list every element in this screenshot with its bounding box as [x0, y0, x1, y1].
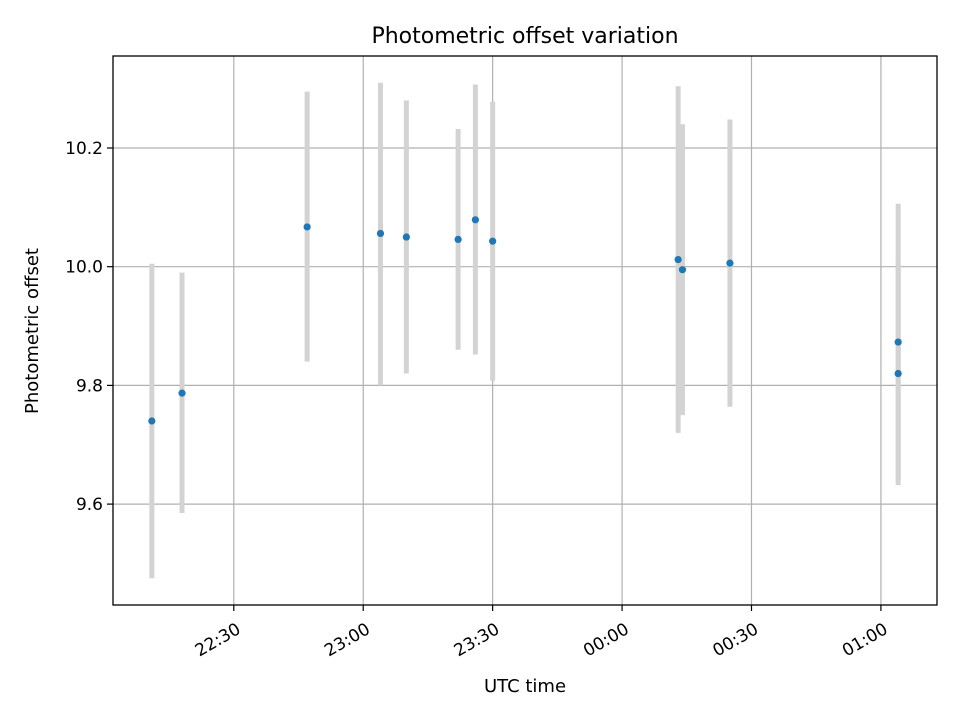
y-tick-label: 9.6: [76, 495, 103, 515]
y-tick-label: 9.8: [76, 376, 103, 396]
data-point: [454, 235, 462, 243]
data-point: [726, 259, 734, 267]
data-points: [148, 216, 902, 425]
data-point: [376, 229, 385, 238]
y-tick-label: 10.0: [65, 258, 103, 278]
data-point: [489, 237, 497, 245]
data-point: [148, 417, 156, 425]
y-axis-ticks: 9.6 9.8 10.0 10.2: [65, 139, 113, 515]
plot-frame: [112, 55, 938, 606]
data-point: [894, 369, 902, 378]
data-point: [303, 223, 311, 231]
data-point: [178, 389, 186, 397]
y-tick-label: 10.2: [65, 139, 103, 159]
data-point: [894, 338, 902, 346]
data-point: [402, 233, 410, 241]
x-axis-label: UTC time: [484, 676, 566, 697]
data-point: [678, 266, 687, 274]
data-point: [471, 216, 479, 224]
chart-title: Photometric offset variation: [371, 24, 678, 49]
y-axis-label: Photometric offset: [22, 248, 43, 414]
data-point: [674, 255, 682, 264]
